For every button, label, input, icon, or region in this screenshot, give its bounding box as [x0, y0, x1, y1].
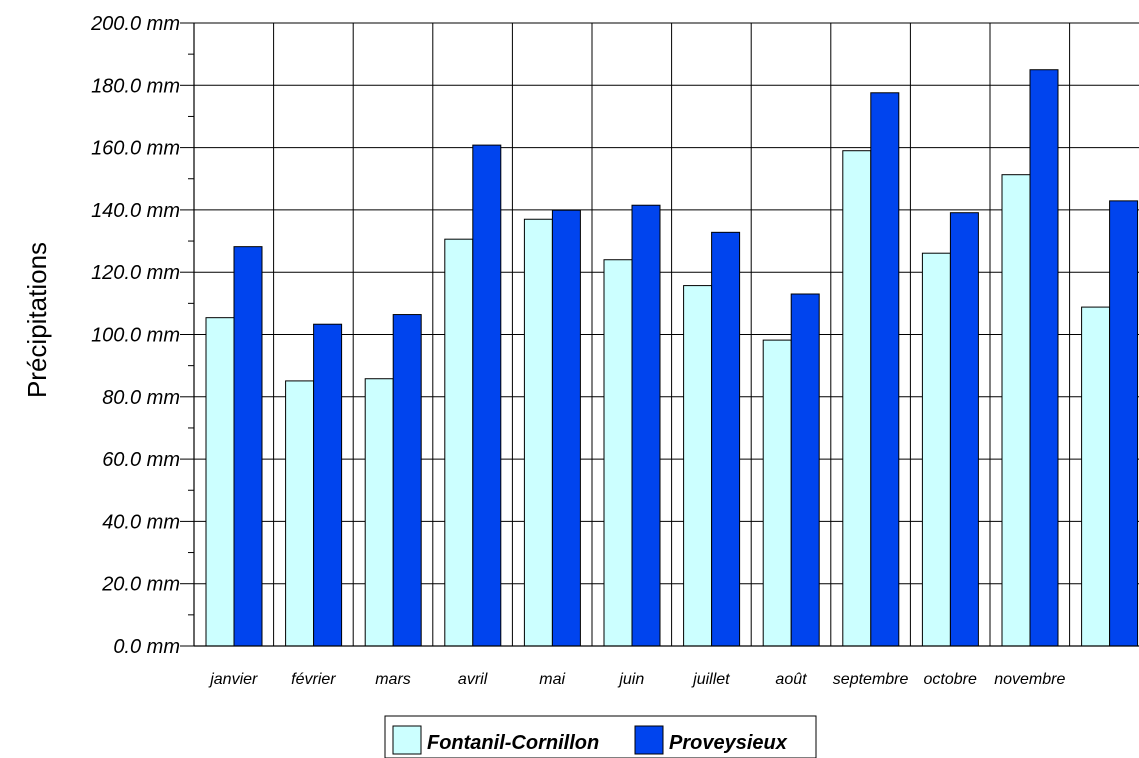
bar-fontanil-11 — [1081, 306, 1111, 647]
x-tick-label: mars — [375, 671, 411, 688]
legend: Fontanil-Cornillon Proveysieux — [384, 715, 817, 758]
y-axis-label: Précipitations — [22, 242, 52, 398]
x-tick-label: novembre — [994, 671, 1065, 688]
y-tick-label: 100.0 mm — [91, 325, 180, 347]
bar-fontanil-9 — [921, 252, 951, 647]
bar-proveysieux-7 — [790, 293, 820, 647]
y-tick-label: 60.0 mm — [102, 449, 180, 471]
bar-proveysieux-1 — [313, 323, 343, 647]
x-tick-label: août — [775, 671, 807, 688]
x-tick-label: juin — [617, 671, 644, 688]
x-tick-label: mai — [539, 671, 565, 688]
bar-proveysieux-10 — [1029, 69, 1059, 647]
bar-proveysieux-4 — [551, 209, 581, 647]
bar-proveysieux-5 — [631, 204, 661, 647]
y-tick-label: 160.0 mm — [91, 138, 180, 160]
bar-proveysieux-2 — [392, 314, 422, 647]
legend-label-proveysieux: Proveysieux — [669, 732, 788, 754]
y-tick-label: 80.0 mm — [102, 387, 180, 409]
y-tick-label: 180.0 mm — [91, 75, 180, 97]
bar-proveysieux-11 — [1109, 200, 1139, 647]
bars-layer — [205, 69, 1139, 647]
x-tick-label: avril — [458, 671, 488, 688]
grid-layer — [194, 22, 1139, 646]
bar-fontanil-1 — [285, 380, 315, 647]
bar-proveysieux-8 — [870, 92, 900, 647]
x-tick-label: janvier — [208, 671, 258, 688]
bar-proveysieux-0 — [233, 246, 263, 647]
bar-fontanil-0 — [205, 317, 235, 647]
x-tick-label: septembre — [833, 671, 909, 688]
axes-layer — [180, 22, 1139, 647]
bar-fontanil-10 — [1001, 174, 1031, 647]
bar-fontanil-4 — [523, 218, 553, 647]
x-tick-labels: janvier février mars avril mai juin juillet aoû… — [208, 671, 1065, 688]
x-tick-label: juillet — [691, 671, 730, 688]
y-tick-labels: 0.0 mm 20.0 mm 40.0 mm 60.0 mm 80.0 mm 100.0 … — [90, 13, 180, 658]
bar-fontanil-7 — [762, 339, 792, 647]
legend-swatch-proveysieux — [634, 725, 664, 755]
y-tick-label: 0.0 mm — [113, 636, 180, 658]
x-tick-label: février — [291, 671, 336, 688]
bar-fontanil-3 — [444, 238, 474, 647]
bar-proveysieux-9 — [949, 212, 979, 647]
y-tick-label: 200.0 mm — [90, 13, 180, 35]
y-tick-label: 120.0 mm — [91, 262, 180, 284]
bar-proveysieux-6 — [711, 231, 741, 647]
x-tick-label: octobre — [924, 671, 977, 688]
legend-swatch-fontanil — [392, 725, 422, 755]
bar-fontanil-2 — [364, 378, 394, 647]
y-tick-label: 140.0 mm — [91, 200, 180, 222]
bar-proveysieux-3 — [472, 144, 502, 647]
legend-frame — [384, 715, 817, 758]
legend-label-fontanil: Fontanil-Cornillon — [427, 732, 599, 754]
y-tick-label: 20.0 mm — [101, 574, 180, 596]
bar-fontanil-8 — [842, 150, 872, 647]
bar-fontanil-6 — [683, 285, 713, 647]
bar-fontanil-5 — [603, 259, 633, 647]
y-tick-label: 40.0 mm — [102, 511, 180, 533]
